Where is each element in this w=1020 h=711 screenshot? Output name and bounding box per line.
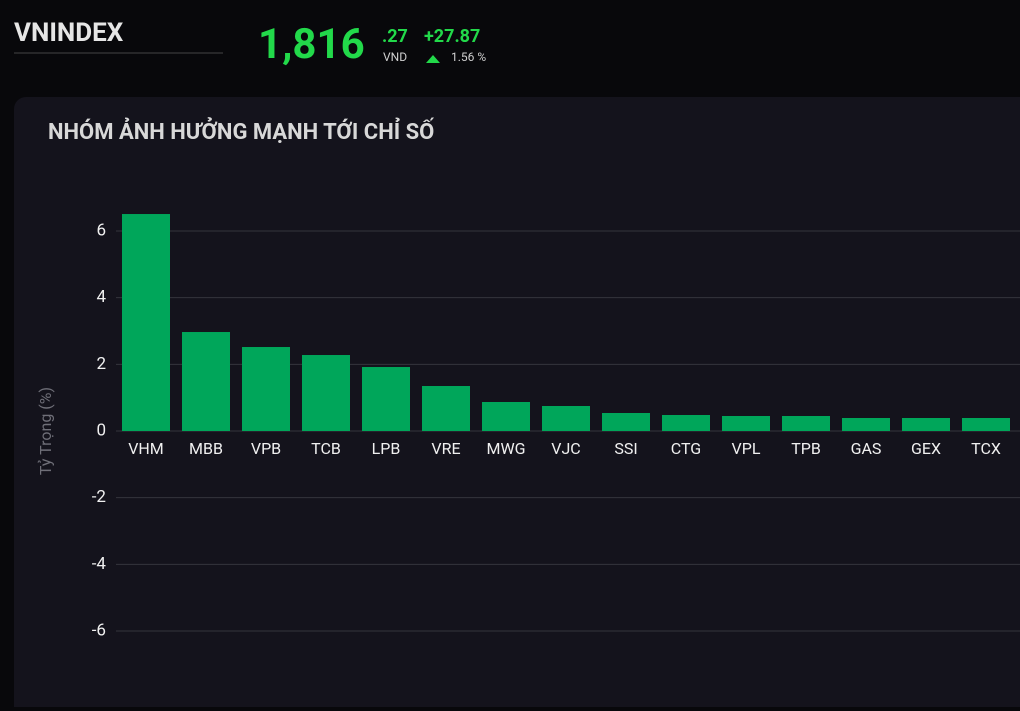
bar bbox=[122, 214, 170, 431]
bar bbox=[482, 402, 530, 431]
bar bbox=[782, 416, 830, 431]
bar bbox=[722, 416, 770, 431]
x-tick-label: TPB bbox=[791, 439, 821, 458]
x-tick-label: LPB bbox=[372, 439, 401, 458]
x-tick-label: GEX bbox=[911, 439, 941, 458]
x-tick-label: VHM bbox=[128, 439, 164, 458]
bar bbox=[902, 418, 950, 431]
bar bbox=[362, 367, 410, 431]
bar bbox=[842, 418, 890, 431]
price-int: 1,816 bbox=[258, 20, 365, 69]
y-tick-label: 2 bbox=[96, 354, 106, 374]
x-tick-label: VPL bbox=[732, 439, 761, 458]
y-tick-label: -2 bbox=[92, 487, 106, 507]
x-tick-label: VJC bbox=[551, 439, 580, 458]
y-tick-label: 4 bbox=[96, 287, 106, 307]
x-tick-label: VRE bbox=[431, 439, 460, 458]
up-arrow bbox=[426, 55, 440, 63]
bar bbox=[242, 347, 290, 431]
y-tick-label: 0 bbox=[96, 420, 106, 440]
bar bbox=[602, 413, 650, 431]
x-tick-label: GAS bbox=[851, 439, 882, 458]
index-name: VNINDEX bbox=[14, 18, 124, 48]
bar bbox=[182, 332, 230, 431]
chart-title: NHÓM ẢNH HƯỞNG MẠNH TỚI CHỈ SỐ bbox=[48, 116, 434, 145]
change: +27.87 bbox=[424, 26, 480, 47]
x-tick-label: VPB bbox=[251, 439, 281, 458]
bar bbox=[302, 355, 350, 431]
currency: VND bbox=[383, 50, 407, 64]
y-tick-label: -4 bbox=[92, 554, 107, 574]
x-tick-label: MWG bbox=[486, 439, 525, 458]
bar bbox=[962, 418, 1010, 431]
y-axis-title: Tỷ Trọng (%) bbox=[36, 387, 55, 475]
y-tick-label: -6 bbox=[92, 620, 106, 640]
bar bbox=[542, 406, 590, 431]
y-tick-label: 6 bbox=[96, 221, 106, 241]
x-tick-label: SSI bbox=[614, 439, 637, 458]
x-tick-label: MBB bbox=[189, 439, 223, 458]
bar bbox=[422, 386, 470, 431]
price-dec: .27 bbox=[382, 26, 408, 47]
change-pct: 1.56 % bbox=[451, 50, 486, 64]
x-tick-label: CTG bbox=[671, 439, 701, 458]
x-tick-label: TCX bbox=[971, 439, 1001, 458]
bar bbox=[662, 415, 710, 431]
x-tick-label: TCB bbox=[311, 439, 341, 458]
